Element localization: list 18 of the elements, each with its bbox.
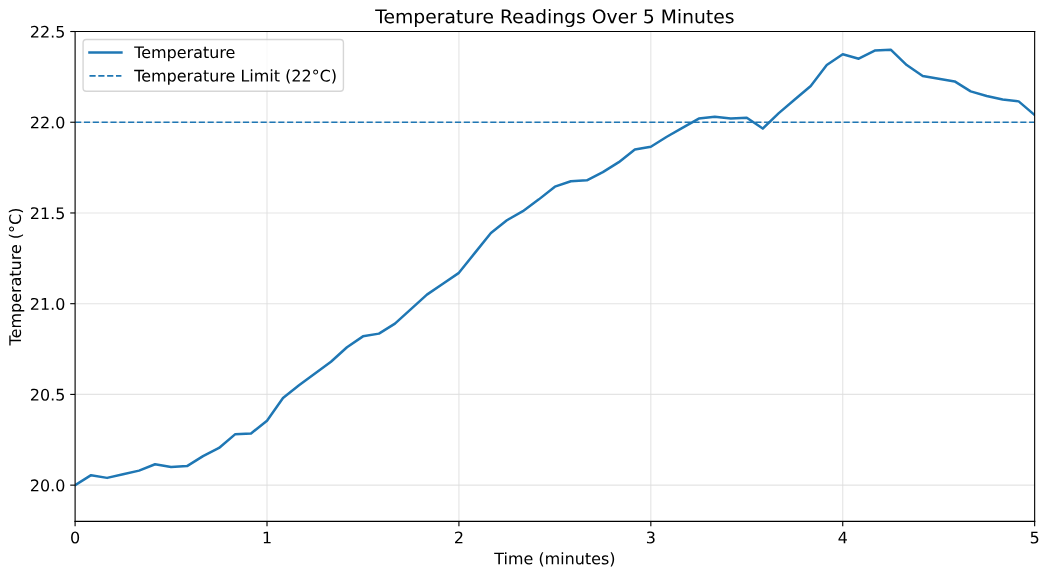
x-tick-label: 4: [838, 531, 847, 544]
y-tick-label: 20.5: [30, 388, 64, 401]
y-tick-label: 22.5: [30, 25, 64, 38]
y-tick-label: 21.5: [30, 207, 64, 220]
x-tick-label: 5: [1030, 531, 1039, 544]
x-tick-label: 2: [455, 531, 463, 544]
legend-label: Temperature Limit (22°C): [134, 69, 336, 85]
y-tick-label: 22.0: [30, 116, 65, 129]
x-axis-title: Time (minutes): [494, 552, 615, 567]
x-tick-label: 3: [646, 531, 655, 544]
chart-title: Temperature Readings Over 5 Minutes: [375, 8, 734, 28]
x-tick-label: 1: [263, 531, 271, 544]
legend-label: Temperature: [134, 46, 235, 62]
x-tick-label: 0: [71, 531, 80, 544]
y-axis-title: Temperature (°C): [8, 208, 25, 346]
y-tick-label: 20.0: [30, 479, 65, 492]
y-tick-label: 21.0: [30, 297, 65, 310]
line-series: [75, 48, 1035, 487]
